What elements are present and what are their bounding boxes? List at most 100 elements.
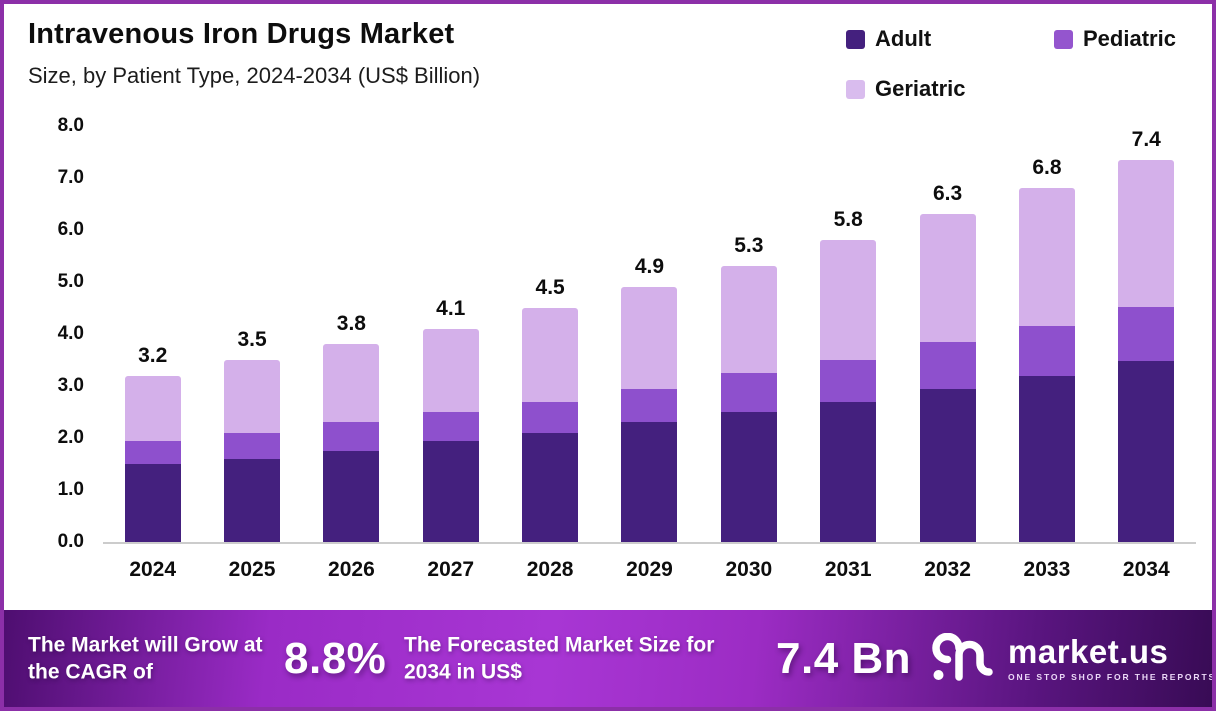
x-tick-label: 2034 xyxy=(1122,558,1170,581)
bar-stack xyxy=(323,344,380,542)
bar-group-2029: 4.9 xyxy=(600,128,699,542)
bar-segment-geriatric xyxy=(820,240,877,361)
market-us-logo: market.us ONE STOP SHOP FOR THE REPORTS xyxy=(932,632,1216,685)
bar-segment-pediatric xyxy=(720,373,777,412)
forecast-stat-label: The Forecasted Market Size for 2034 in U… xyxy=(404,633,715,684)
bar-total-label: 3.8 xyxy=(336,312,366,336)
bar-segment-geriatric xyxy=(720,266,777,373)
legend-swatch-icon xyxy=(846,79,865,99)
bar-segment-geriatric xyxy=(621,287,678,389)
bar-segment-adult xyxy=(224,458,281,542)
bar-segment-pediatric xyxy=(323,422,380,451)
x-tick-label: 2033 xyxy=(1023,558,1071,581)
legend-item-geriatric: Geriatric xyxy=(846,76,1046,102)
x-tick-label: 2026 xyxy=(328,558,375,581)
bar-group-2034: 7.4 xyxy=(1097,128,1196,542)
bar-segment-pediatric xyxy=(1118,307,1175,362)
y-tick-label: 8.0 xyxy=(57,115,84,136)
bar-segment-adult xyxy=(720,412,777,542)
bar-total-label: 6.8 xyxy=(1032,156,1062,180)
bar-total-label: 3.5 xyxy=(237,328,267,352)
y-tick-label: 5.0 xyxy=(57,271,84,292)
legend-swatch-icon xyxy=(1054,29,1073,49)
logo-text-block: market.us ONE STOP SHOP FOR THE REPORTS xyxy=(1008,633,1216,682)
bar-segment-adult xyxy=(621,422,678,542)
bar-group-2026: 3.8 xyxy=(302,128,401,542)
chart-header: Intravenous Iron Drugs Market Size, by P… xyxy=(28,18,480,89)
bar-group-2030: 5.3 xyxy=(699,128,798,542)
bar-stack xyxy=(224,360,281,542)
bar-total-label: 3.2 xyxy=(138,343,168,367)
bar-segment-pediatric xyxy=(1018,326,1075,376)
bar-segment-pediatric xyxy=(522,401,579,433)
bar-segment-adult xyxy=(124,464,181,542)
y-tick-label: 7.0 xyxy=(57,167,84,188)
chart: 0.0 1.0 2.0 3.0 4.0 5.0 6.0 7.0 8.0 3.2 3.5 3.8 4.1… xyxy=(24,115,1196,582)
bar-stack xyxy=(522,308,579,542)
y-tick-label: 0.0 xyxy=(57,531,84,552)
bar-total-label: 5.8 xyxy=(833,208,863,232)
y-tick-label: 3.0 xyxy=(57,375,84,396)
y-tick-label: 1.0 xyxy=(57,479,84,500)
bar-stack xyxy=(124,375,181,542)
bar-stack xyxy=(1018,188,1075,542)
bottom-banner: The Market will Grow at the CAGR of 8.8%… xyxy=(4,610,1212,707)
bar-segment-geriatric xyxy=(522,308,579,402)
bar-segment-geriatric xyxy=(323,344,380,423)
logo-name: market.us xyxy=(1008,633,1169,670)
x-tick-label: 2031 xyxy=(824,558,872,581)
bar-segment-pediatric xyxy=(820,360,877,402)
bar-segment-pediatric xyxy=(124,440,181,464)
bar-total-label: 4.1 xyxy=(436,296,466,320)
bar-stack xyxy=(621,287,678,542)
bar-segment-adult xyxy=(820,401,877,542)
cagr-stat-value: 8.8% xyxy=(284,633,387,683)
x-axis-labels: 2024 2025 2026 2027 2028 2029 2030 2031 2032 2033… xyxy=(103,558,1196,582)
cagr-stat-label: The Market will Grow at the CAGR of xyxy=(28,633,263,684)
bar-total-label: 7.4 xyxy=(1131,128,1161,151)
y-tick-label: 4.0 xyxy=(57,323,84,344)
bar-segment-geriatric xyxy=(224,360,281,433)
bar-segment-geriatric xyxy=(1018,188,1075,327)
bar-segment-pediatric xyxy=(919,341,976,389)
bar-group-2028: 4.5 xyxy=(500,128,599,542)
bar-segment-geriatric xyxy=(919,214,976,342)
bar-stack xyxy=(720,266,777,542)
bar-segment-adult xyxy=(323,451,380,542)
page-subtitle: Size, by Patient Type, 2024-2034 (US$ Bi… xyxy=(28,63,481,88)
bar-total-label: 4.9 xyxy=(634,255,665,279)
bar-group-2025: 3.5 xyxy=(202,128,301,542)
legend-item-pediatric: Pediatric xyxy=(1054,26,1198,52)
forecast-stat-value: 7.4 Bn xyxy=(776,633,912,683)
bar-total-label: 5.3 xyxy=(734,234,764,258)
market-us-logo-icon xyxy=(932,632,993,681)
legend-label: Adult xyxy=(875,26,932,51)
bar-group-2031: 5.8 xyxy=(799,128,898,542)
x-tick-label: 2025 xyxy=(228,558,276,581)
bar-segment-geriatric xyxy=(422,328,479,413)
bar-total-label: 4.5 xyxy=(535,276,565,300)
bar-segment-adult xyxy=(1018,375,1075,542)
bar-total-label: 6.3 xyxy=(932,182,963,206)
x-tick-label: 2032 xyxy=(924,558,971,581)
bar-stack xyxy=(422,328,479,542)
x-tick-label: 2028 xyxy=(526,558,574,581)
x-tick-label: 2027 xyxy=(427,558,475,581)
logo-tagline: ONE STOP SHOP FOR THE REPORTS xyxy=(1008,672,1216,682)
bar-segment-adult xyxy=(522,432,579,542)
bar-segment-adult xyxy=(1118,361,1175,542)
legend-label: Geriatric xyxy=(875,76,966,101)
bar-segment-pediatric xyxy=(422,412,479,441)
bar-segment-adult xyxy=(919,388,976,542)
plot-area: 0.0 1.0 2.0 3.0 4.0 5.0 6.0 7.0 8.0 3.2 3.5 3.8 4.1… xyxy=(58,115,1196,552)
legend-label: Pediatric xyxy=(1083,26,1176,51)
y-tick-label: 2.0 xyxy=(57,427,84,448)
bar-group-2033: 6.8 xyxy=(997,128,1096,542)
chart-legend: Adult Pediatric Geriatric xyxy=(846,26,1198,102)
bar-stack xyxy=(919,214,976,542)
bar-segment-pediatric xyxy=(224,432,281,459)
bars-row: 3.2 3.5 3.8 4.1 4.5 4.9 5.3 5.8 6.3 6.8 7.4 xyxy=(103,128,1196,542)
bar-group-2032: 6.3 xyxy=(898,128,997,542)
bar-stack xyxy=(820,240,877,542)
